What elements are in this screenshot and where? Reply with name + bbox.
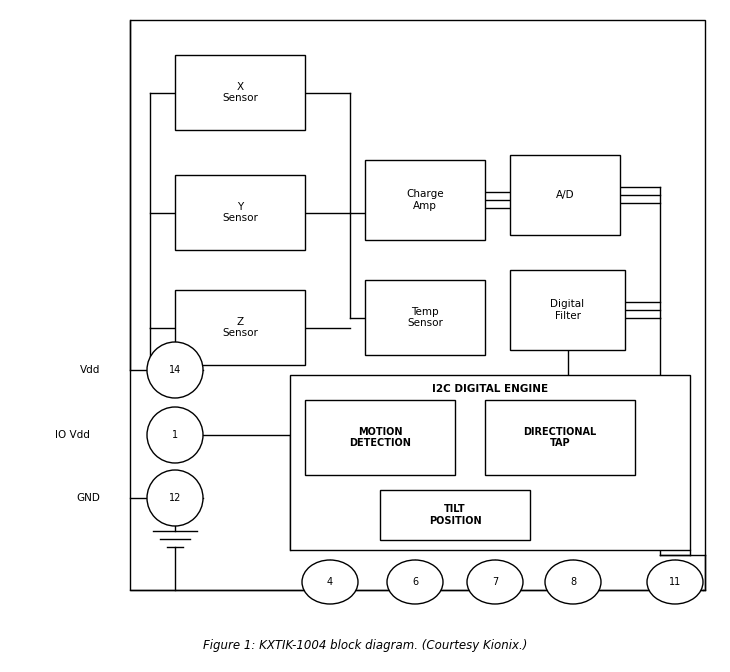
- Ellipse shape: [147, 470, 203, 526]
- Text: 4: 4: [327, 577, 333, 587]
- Text: Temp
Sensor: Temp Sensor: [407, 306, 443, 329]
- Ellipse shape: [147, 407, 203, 463]
- Ellipse shape: [647, 560, 703, 604]
- Bar: [290, 375, 690, 550]
- Bar: [175, 55, 305, 130]
- Bar: [130, 20, 705, 590]
- Ellipse shape: [545, 560, 601, 604]
- Bar: [510, 155, 620, 235]
- Text: 7: 7: [492, 577, 498, 587]
- Text: A/D: A/D: [556, 190, 575, 200]
- Bar: [175, 175, 305, 250]
- Text: DIRECTIONAL
TAP: DIRECTIONAL TAP: [523, 427, 596, 448]
- Bar: [365, 160, 485, 240]
- Text: Vdd: Vdd: [80, 365, 100, 375]
- Text: IO Vdd: IO Vdd: [55, 430, 90, 440]
- Bar: [380, 490, 530, 540]
- Text: Z
Sensor: Z Sensor: [222, 317, 258, 338]
- Text: Figure 1: KXTIK-1004 block diagram. (Courtesy Kionix.): Figure 1: KXTIK-1004 block diagram. (Cou…: [203, 638, 527, 651]
- Ellipse shape: [302, 560, 358, 604]
- Text: Digital
Filter: Digital Filter: [550, 299, 585, 321]
- Text: GND: GND: [76, 493, 100, 503]
- Ellipse shape: [387, 560, 443, 604]
- Text: 6: 6: [412, 577, 418, 587]
- Text: 14: 14: [169, 365, 181, 375]
- Ellipse shape: [467, 560, 523, 604]
- Text: 11: 11: [669, 577, 681, 587]
- Text: I2C DIGITAL ENGINE: I2C DIGITAL ENGINE: [432, 384, 548, 394]
- Text: Charge
Amp: Charge Amp: [406, 190, 444, 211]
- Bar: [485, 400, 635, 475]
- Bar: [365, 280, 485, 355]
- Text: Y
Sensor: Y Sensor: [222, 202, 258, 223]
- Text: X
Sensor: X Sensor: [222, 82, 258, 103]
- Text: 8: 8: [570, 577, 576, 587]
- Bar: [510, 270, 625, 350]
- Bar: [175, 290, 305, 365]
- Text: MOTION
DETECTION: MOTION DETECTION: [349, 427, 411, 448]
- Ellipse shape: [147, 342, 203, 398]
- Text: 1: 1: [172, 430, 178, 440]
- Bar: [305, 400, 455, 475]
- Text: TILT
POSITION: TILT POSITION: [429, 504, 481, 526]
- Text: 12: 12: [169, 493, 181, 503]
